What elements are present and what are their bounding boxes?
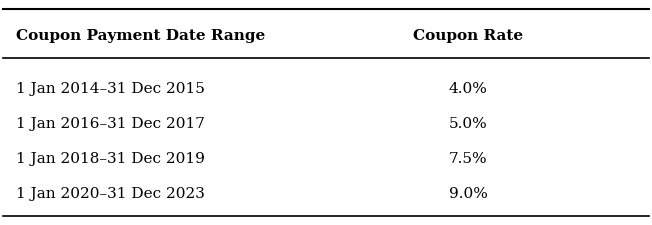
Text: 1 Jan 2020–31 Dec 2023: 1 Jan 2020–31 Dec 2023 <box>16 187 205 201</box>
Text: 1 Jan 2014–31 Dec 2015: 1 Jan 2014–31 Dec 2015 <box>16 82 205 96</box>
Text: 4.0%: 4.0% <box>449 82 488 96</box>
Text: Coupon Rate: Coupon Rate <box>413 29 524 43</box>
Text: 9.0%: 9.0% <box>449 187 488 201</box>
Text: 5.0%: 5.0% <box>449 117 488 131</box>
Text: 1 Jan 2016–31 Dec 2017: 1 Jan 2016–31 Dec 2017 <box>16 117 205 131</box>
Text: Coupon Payment Date Range: Coupon Payment Date Range <box>16 29 265 43</box>
Text: 7.5%: 7.5% <box>449 152 488 166</box>
Text: 1 Jan 2018–31 Dec 2019: 1 Jan 2018–31 Dec 2019 <box>16 152 205 166</box>
